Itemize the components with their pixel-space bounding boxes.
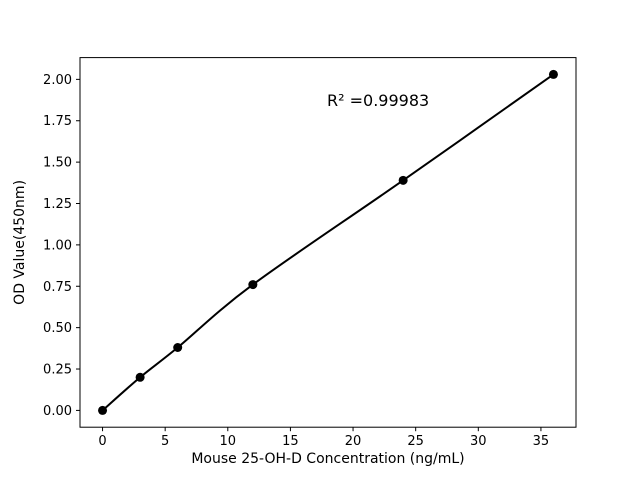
y-tick-label: 0.00 bbox=[43, 404, 72, 419]
y-tick-label: 1.50 bbox=[43, 156, 72, 171]
y-axis-label: OD Value(450nm) bbox=[12, 180, 28, 305]
x-tick-label: 0 bbox=[98, 434, 106, 449]
x-tick-label: 25 bbox=[407, 434, 424, 449]
x-tick-label: 35 bbox=[533, 434, 550, 449]
data-point bbox=[248, 280, 258, 290]
y-tick-label: 1.75 bbox=[43, 114, 72, 129]
y-tick-label: 0.75 bbox=[43, 280, 72, 295]
x-tick-label: 30 bbox=[470, 434, 487, 449]
data-point bbox=[173, 343, 183, 353]
y-tick-label: 2.00 bbox=[43, 73, 72, 88]
x-tick-label: 5 bbox=[161, 434, 169, 449]
x-tick-label: 15 bbox=[282, 434, 299, 449]
x-tick-label: 10 bbox=[220, 434, 237, 449]
data-point bbox=[135, 372, 145, 382]
data-point bbox=[398, 175, 408, 185]
x-axis-label: Mouse 25-OH-D Concentration (ng/mL) bbox=[191, 451, 464, 467]
data-point bbox=[548, 69, 558, 79]
y-tick-label: 1.00 bbox=[43, 238, 72, 253]
y-tick-label: 0.50 bbox=[43, 321, 72, 336]
y-tick-label: 1.25 bbox=[43, 197, 72, 212]
x-tick-label: 20 bbox=[345, 434, 362, 449]
r-squared-annotation: R² =0.99983 bbox=[327, 91, 429, 110]
y-tick-label: 0.25 bbox=[43, 363, 72, 378]
plot-border bbox=[79, 57, 577, 428]
data-point bbox=[98, 405, 108, 415]
